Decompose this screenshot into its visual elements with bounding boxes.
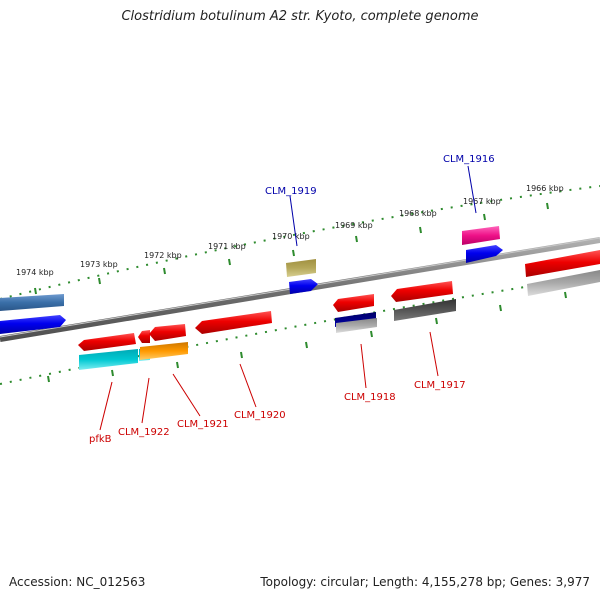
gene-silver-right[interactable] (527, 270, 600, 296)
scale-labels: 1974 kbp 1973 kbp 1972 kbp 1971 kbp 1970… (16, 184, 564, 277)
reverse-strand-genes (78, 281, 456, 370)
scale-label: 1973 kbp (80, 260, 118, 269)
genome-summary-text: Topology: circular; Length: 4,155,278 bp… (260, 575, 590, 589)
gene-blue-left[interactable] (0, 315, 66, 334)
gene-red-clm1922[interactable] (138, 330, 150, 343)
gene-red-clm1920[interactable] (195, 311, 272, 334)
gene-cyan-pfkb[interactable] (79, 349, 138, 370)
gene-steel-left[interactable] (0, 294, 64, 311)
leader-clm1920 (239, 363, 257, 408)
gene-label-clm1922[interactable]: CLM_1922 (118, 427, 170, 438)
gene-blue-clm1919[interactable] (289, 279, 318, 294)
scale-label: 1969 kbp (335, 221, 373, 230)
major-tick (305, 341, 308, 349)
leader-clm1921 (172, 373, 201, 417)
major-tick (34, 287, 37, 295)
gene-red-right[interactable] (525, 250, 600, 277)
gene-red-clm1917[interactable] (391, 281, 453, 302)
major-tick (564, 291, 567, 299)
accession-text: Accession: NC_012563 (9, 575, 146, 589)
major-tick (499, 304, 502, 312)
gene-red-clm1918[interactable] (333, 294, 374, 312)
scale-label: 1968 kbp (399, 209, 437, 218)
leader-clm1919 (289, 195, 298, 247)
gene-label-clm1917[interactable]: CLM_1917 (414, 380, 466, 391)
gene-label-clm1919[interactable]: CLM_1919 (265, 186, 317, 197)
major-tick (163, 267, 166, 275)
gene-label-clm1916[interactable]: CLM_1916 (443, 154, 495, 165)
gene-labels: CLM_1919 CLM_1916 pfkB CLM_1922 CLM_1921… (89, 154, 495, 445)
gene-label-clm1918[interactable]: CLM_1918 (344, 392, 396, 403)
major-tick (435, 317, 438, 325)
gene-red-pfkb[interactable] (78, 333, 136, 351)
major-tick (240, 351, 243, 359)
leader-clm1922 (141, 377, 150, 424)
label-leader-lines (99, 165, 477, 431)
leader-clm1917 (429, 331, 439, 377)
gene-silver-clm1918[interactable] (336, 318, 377, 333)
gene-magenta-clm1916[interactable] (462, 226, 500, 245)
gene-olive-clm1919[interactable] (286, 259, 316, 277)
major-tick (483, 213, 486, 221)
leader-pfkb (99, 381, 113, 431)
gene-gray-clm1917[interactable] (394, 299, 456, 321)
major-tick (176, 361, 179, 369)
scale-label: 1966 kbp (526, 184, 564, 193)
gene-label-clm1921[interactable]: CLM_1921 (177, 419, 229, 430)
scale-major-ticks (34, 202, 567, 383)
major-tick (111, 369, 114, 377)
major-tick (355, 235, 358, 243)
scale-label: 1971 kbp (208, 242, 246, 251)
major-tick (546, 202, 549, 210)
major-tick (292, 249, 295, 257)
scale-label: 1970 kbp (272, 232, 310, 241)
leader-clm1916 (467, 165, 477, 214)
gene-label-clm1920[interactable]: CLM_1920 (234, 410, 286, 421)
scale-label: 1967 kbp (463, 197, 501, 206)
gene-orange-clm1921[interactable] (140, 342, 188, 360)
forward-strand-genes (0, 226, 600, 334)
leader-clm1918 (360, 343, 367, 389)
scale-label: 1972 kbp (144, 251, 182, 260)
scale-label: 1974 kbp (16, 268, 54, 277)
major-tick (419, 226, 422, 234)
major-tick (370, 330, 373, 338)
page-title: Clostridium botulinum A2 str. Kyoto, com… (121, 9, 479, 24)
major-tick (98, 277, 101, 285)
major-tick (228, 258, 231, 266)
major-tick (47, 375, 50, 383)
gene-red-clm1921[interactable] (149, 324, 186, 341)
gene-label-pfkb[interactable]: pfkB (89, 434, 112, 445)
gene-blue-clm1916[interactable] (466, 245, 503, 263)
